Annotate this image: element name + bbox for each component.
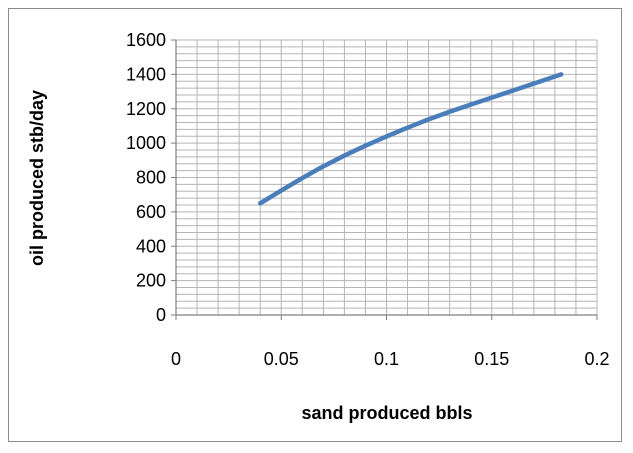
x-axis-title: sand produced bbls (301, 403, 472, 423)
y-tick-label: 400 (136, 236, 166, 256)
series-line (257, 72, 564, 206)
x-tick-label: 0.2 (584, 349, 609, 369)
y-tick-label: 1400 (126, 64, 166, 84)
y-tick-label: 1000 (126, 133, 166, 153)
series-layer (257, 72, 564, 206)
y-tick-label: 1600 (126, 30, 166, 50)
tick-labels: 0 200 400 600 800 1000 1200 1400 1600 0 0.05 0.1 0.1… (126, 30, 610, 369)
chart-frame (8, 8, 622, 442)
y-tick-label: 0 (156, 305, 166, 325)
x-tick-label: 0.05 (264, 349, 299, 369)
y-tick-label: 800 (136, 168, 166, 188)
x-tick-label: 0.15 (474, 349, 509, 369)
y-tick-label: 600 (136, 202, 166, 222)
y-tick-label: 1200 (126, 99, 166, 119)
axes (171, 39, 598, 320)
x-tick-label: 0.1 (374, 349, 399, 369)
y-tick-label: 200 (136, 271, 166, 291)
y-axis-title: oil produced stb/day (27, 90, 47, 266)
x-tick-label: 0 (171, 349, 181, 369)
